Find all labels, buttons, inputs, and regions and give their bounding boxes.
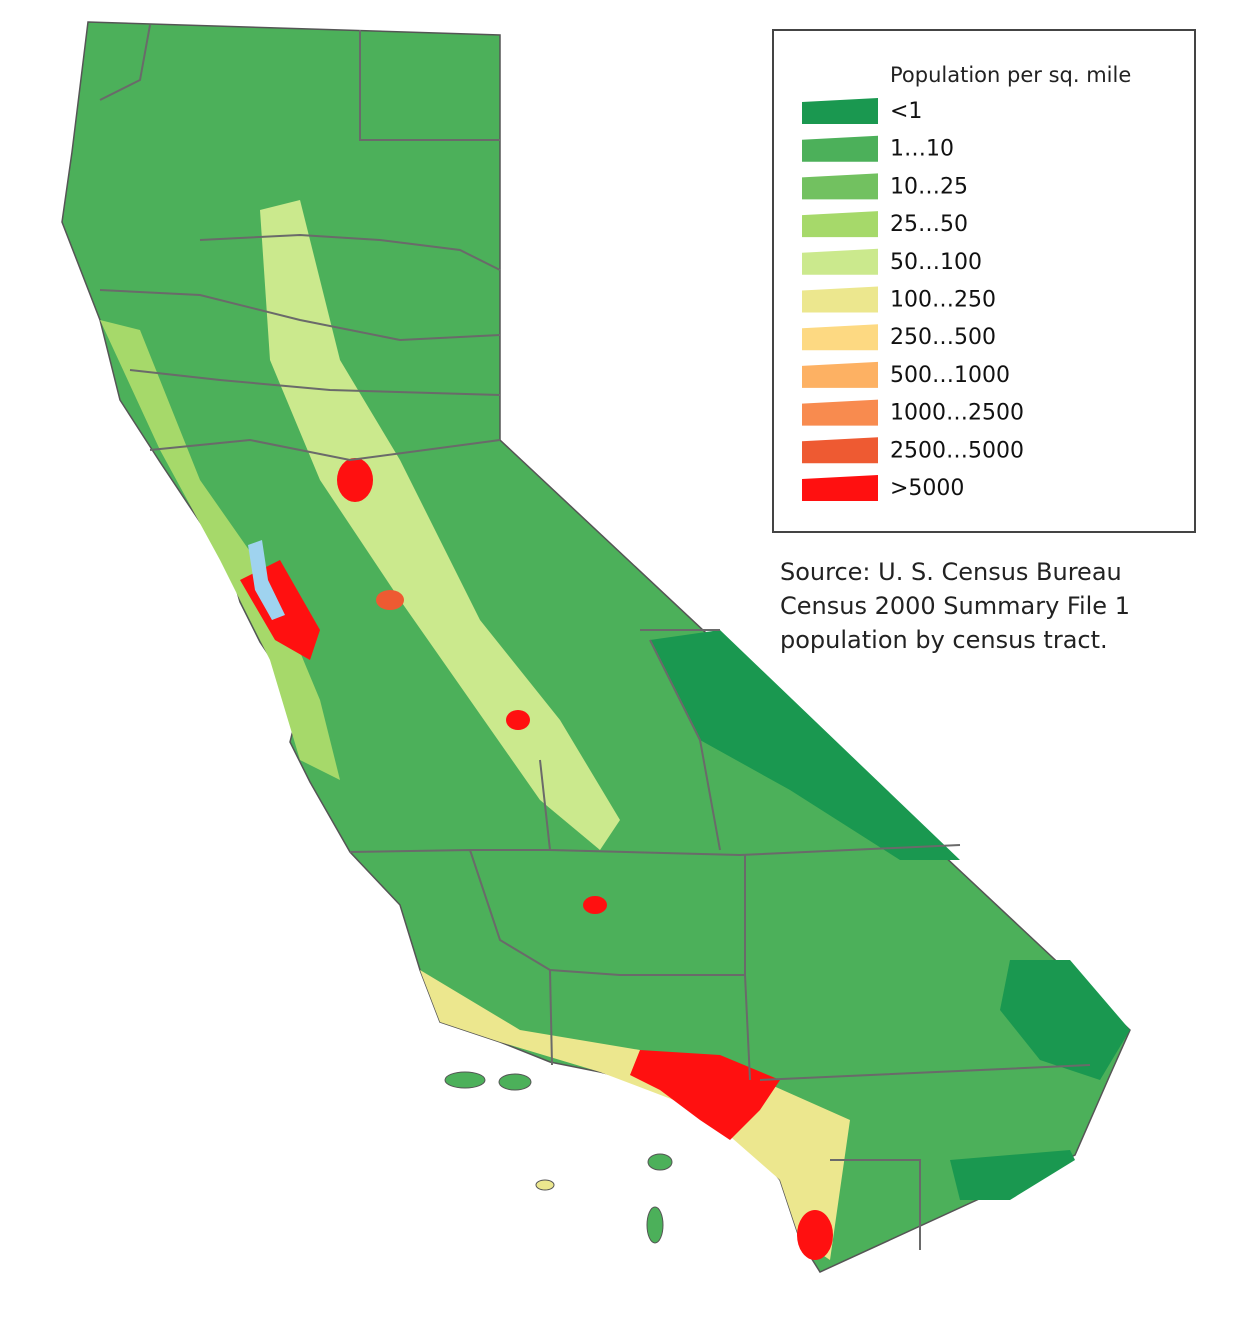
island <box>647 1153 673 1171</box>
urban-area <box>506 710 530 730</box>
central-valley <box>260 200 620 850</box>
legend-swatch <box>802 173 878 200</box>
desert-region <box>1000 960 1130 1080</box>
desert-region <box>650 630 960 860</box>
source-line: Census 2000 Summary File 1 <box>780 592 1130 620</box>
source-line: population by census tract. <box>780 626 1108 654</box>
source-note: Source: U. S. Census Bureau Census 2000 S… <box>780 558 1130 654</box>
legend-label: >5000 <box>890 476 964 501</box>
legend-label: 10…25 <box>890 174 968 199</box>
legend: Population per sq. mile <1 1…10 10…25 25…50… <box>772 29 1196 533</box>
island <box>444 1071 486 1089</box>
island <box>646 1206 664 1244</box>
legend-swatch <box>802 135 878 162</box>
legend-swatch <box>802 437 878 464</box>
legend-swatch <box>802 248 878 275</box>
legend-swatch <box>802 475 878 501</box>
legend-label: 25…50 <box>890 212 968 237</box>
legend-swatch <box>802 324 878 351</box>
urban-area <box>630 1050 780 1140</box>
legend-swatch <box>802 211 878 238</box>
socal-strip <box>420 970 850 1260</box>
legend-label: 2500…5000 <box>890 438 1024 463</box>
legend-swatch <box>802 361 878 388</box>
desert-region <box>950 1150 1075 1200</box>
legend-swatch <box>802 286 878 313</box>
island <box>498 1073 532 1091</box>
county-border <box>99 24 1091 1250</box>
legend-label: 500…1000 <box>890 363 1010 388</box>
source-line: Source: U. S. Census Bureau <box>780 558 1122 586</box>
california-map <box>61 21 1131 1273</box>
urban-area <box>797 1210 833 1260</box>
coastal-strip <box>100 320 340 780</box>
legend-label: 1000…2500 <box>890 401 1024 426</box>
legend-label: 50…100 <box>890 250 982 275</box>
legend-label: 100…250 <box>890 288 996 313</box>
legend-label: 250…500 <box>890 325 996 350</box>
legend-label: 1…10 <box>890 137 954 162</box>
bay <box>248 540 285 620</box>
legend-label: <1 <box>890 99 922 124</box>
urban-area <box>376 590 404 610</box>
island <box>535 1179 555 1191</box>
legend-title: Population per sq. mile <box>890 63 1131 87</box>
legend-swatch <box>802 399 878 426</box>
urban-area <box>337 458 373 502</box>
legend-swatch <box>802 98 878 124</box>
urban-area <box>583 896 607 914</box>
